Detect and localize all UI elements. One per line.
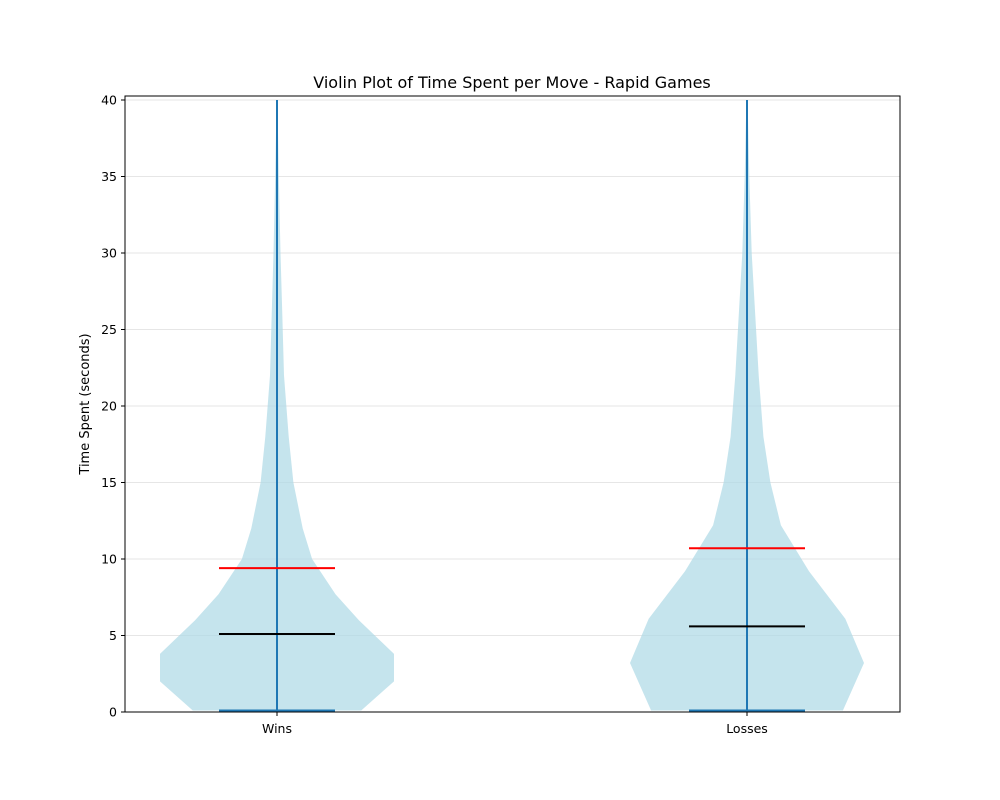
x-tick-label: Wins: [262, 721, 292, 736]
y-tick-label: 0: [109, 705, 117, 720]
y-axis-ticks: 0 5 10 15 20 25 30 35 40: [101, 93, 125, 720]
y-tick-label: 5: [109, 628, 117, 643]
y-tick-label: 10: [101, 552, 117, 567]
y-tick-label: 25: [101, 322, 117, 337]
y-axis-label: Time Spent (seconds): [78, 333, 93, 475]
violins: [160, 100, 864, 712]
y-tick-label: 20: [101, 399, 117, 414]
chart-title: Violin Plot of Time Spent per Move - Rap…: [313, 73, 711, 92]
plot-frame: [124, 95, 901, 713]
x-axis-ticks: Wins Losses: [262, 712, 768, 736]
x-tick-label: Losses: [726, 721, 768, 736]
y-tick-label: 35: [101, 169, 117, 184]
y-tick-label: 15: [101, 475, 117, 490]
y-tick-label: 30: [101, 246, 117, 261]
y-tick-label: 40: [101, 93, 117, 108]
